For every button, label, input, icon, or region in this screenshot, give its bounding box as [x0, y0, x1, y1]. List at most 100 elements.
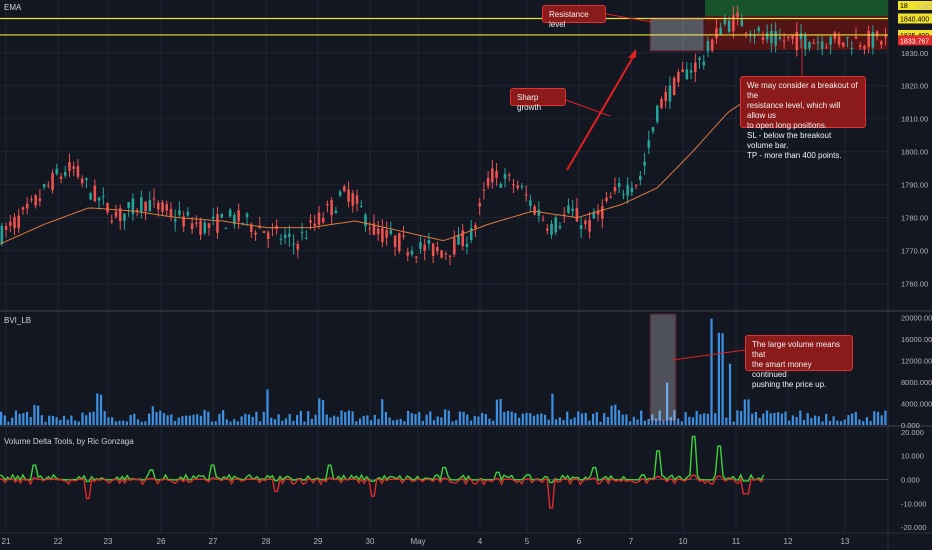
volume-bar	[806, 413, 809, 425]
volume-bar	[314, 414, 317, 425]
volume-bar	[484, 414, 487, 425]
candle-body	[812, 42, 815, 44]
annotation-overlays	[565, 13, 803, 422]
volume-bar	[477, 416, 480, 425]
candle-body	[423, 244, 426, 251]
volume-bar	[77, 421, 80, 425]
callout-line	[605, 13, 653, 23]
candle-body	[368, 228, 371, 230]
candle-body	[102, 196, 105, 198]
volume-bar	[706, 413, 709, 425]
price-tick-label: 1770.00	[901, 247, 928, 256]
volume-bar	[136, 419, 140, 425]
candle-body	[541, 219, 545, 221]
candle-body	[199, 220, 202, 235]
candle-body	[326, 203, 329, 206]
volume-bar	[59, 419, 62, 425]
volume-bar	[74, 420, 77, 425]
volume-bar	[699, 414, 702, 425]
candle-body	[118, 208, 122, 222]
volume-bar	[651, 414, 654, 425]
candle-body	[571, 208, 574, 211]
candle-body	[808, 41, 811, 49]
volume-bar	[325, 414, 328, 425]
candle-body	[0, 225, 4, 245]
volume-bar	[440, 417, 443, 425]
volume-bar	[333, 415, 336, 425]
volume-bar	[37, 405, 40, 425]
candle-body	[385, 229, 388, 238]
volume-bar	[366, 415, 369, 425]
volume-bar	[503, 412, 506, 425]
volume-bar	[18, 413, 21, 425]
volume-bar	[233, 419, 236, 425]
candle-body	[47, 185, 50, 187]
candle-body	[482, 189, 486, 191]
volume-bar	[540, 413, 543, 425]
volume-bar	[188, 415, 191, 425]
volume-bar	[340, 410, 343, 425]
volume-bar	[691, 417, 695, 425]
candle-body	[858, 45, 862, 47]
volume-bar	[717, 332, 721, 425]
candle-body	[245, 213, 249, 217]
candle-body	[655, 105, 659, 122]
price-badge	[898, 29, 932, 40]
volume-bar	[617, 410, 621, 425]
candle-body	[550, 223, 553, 235]
candle-body	[393, 235, 397, 248]
candle-body	[203, 222, 207, 233]
volume-bar	[788, 420, 791, 425]
candle-body	[288, 233, 291, 237]
candle-body	[410, 250, 414, 255]
volume-bar	[543, 414, 547, 425]
volume-bar	[810, 418, 813, 425]
price-tick-label: 1830.00	[901, 49, 928, 58]
volume-bar	[429, 411, 432, 425]
candle-body	[224, 227, 228, 229]
candle-body	[529, 200, 532, 206]
volume-bar	[714, 413, 717, 425]
volume-bar	[688, 416, 691, 425]
candle-body	[123, 213, 126, 221]
volume-callout-line	[671, 349, 746, 361]
volume-note: The large volume means that the smart mo…	[745, 335, 853, 389]
candle-body	[465, 244, 469, 247]
volume-bar	[33, 404, 36, 425]
candle-body	[76, 166, 80, 177]
candle-body	[816, 41, 820, 43]
volume-bar	[281, 420, 284, 425]
volume-bar	[395, 419, 399, 425]
candle-body	[765, 32, 769, 40]
delta-negative-line	[0, 474, 765, 509]
volume-bar	[273, 419, 277, 425]
volume-bar	[595, 412, 598, 425]
x-tick-label: 27	[209, 537, 218, 546]
volume-bar	[355, 421, 358, 425]
candle-body	[406, 252, 410, 256]
candle-body	[681, 69, 684, 73]
volume-bar	[14, 410, 18, 425]
volume-bar	[584, 413, 587, 425]
candle-body	[262, 230, 266, 233]
candle-body	[524, 194, 528, 196]
candle-body	[279, 238, 283, 241]
volume-bar	[185, 415, 188, 425]
candle-body	[850, 47, 854, 49]
candle-body	[698, 57, 701, 60]
volume-bar	[436, 416, 439, 425]
candle-body	[825, 47, 828, 49]
candle-body	[190, 223, 194, 229]
delta-tick-label: 0.000	[901, 476, 920, 485]
candle-body	[195, 222, 198, 224]
volume-bar	[170, 414, 173, 425]
volume-bar	[55, 417, 58, 425]
volume-bar	[318, 398, 321, 425]
volume-bar	[680, 421, 684, 425]
candle-body	[672, 77, 676, 96]
volume-bar	[288, 413, 291, 425]
volume-bar	[876, 411, 880, 425]
volume-bar	[802, 419, 806, 425]
resistance-level-text: Resistance level	[549, 10, 589, 29]
candle-body	[55, 168, 59, 174]
